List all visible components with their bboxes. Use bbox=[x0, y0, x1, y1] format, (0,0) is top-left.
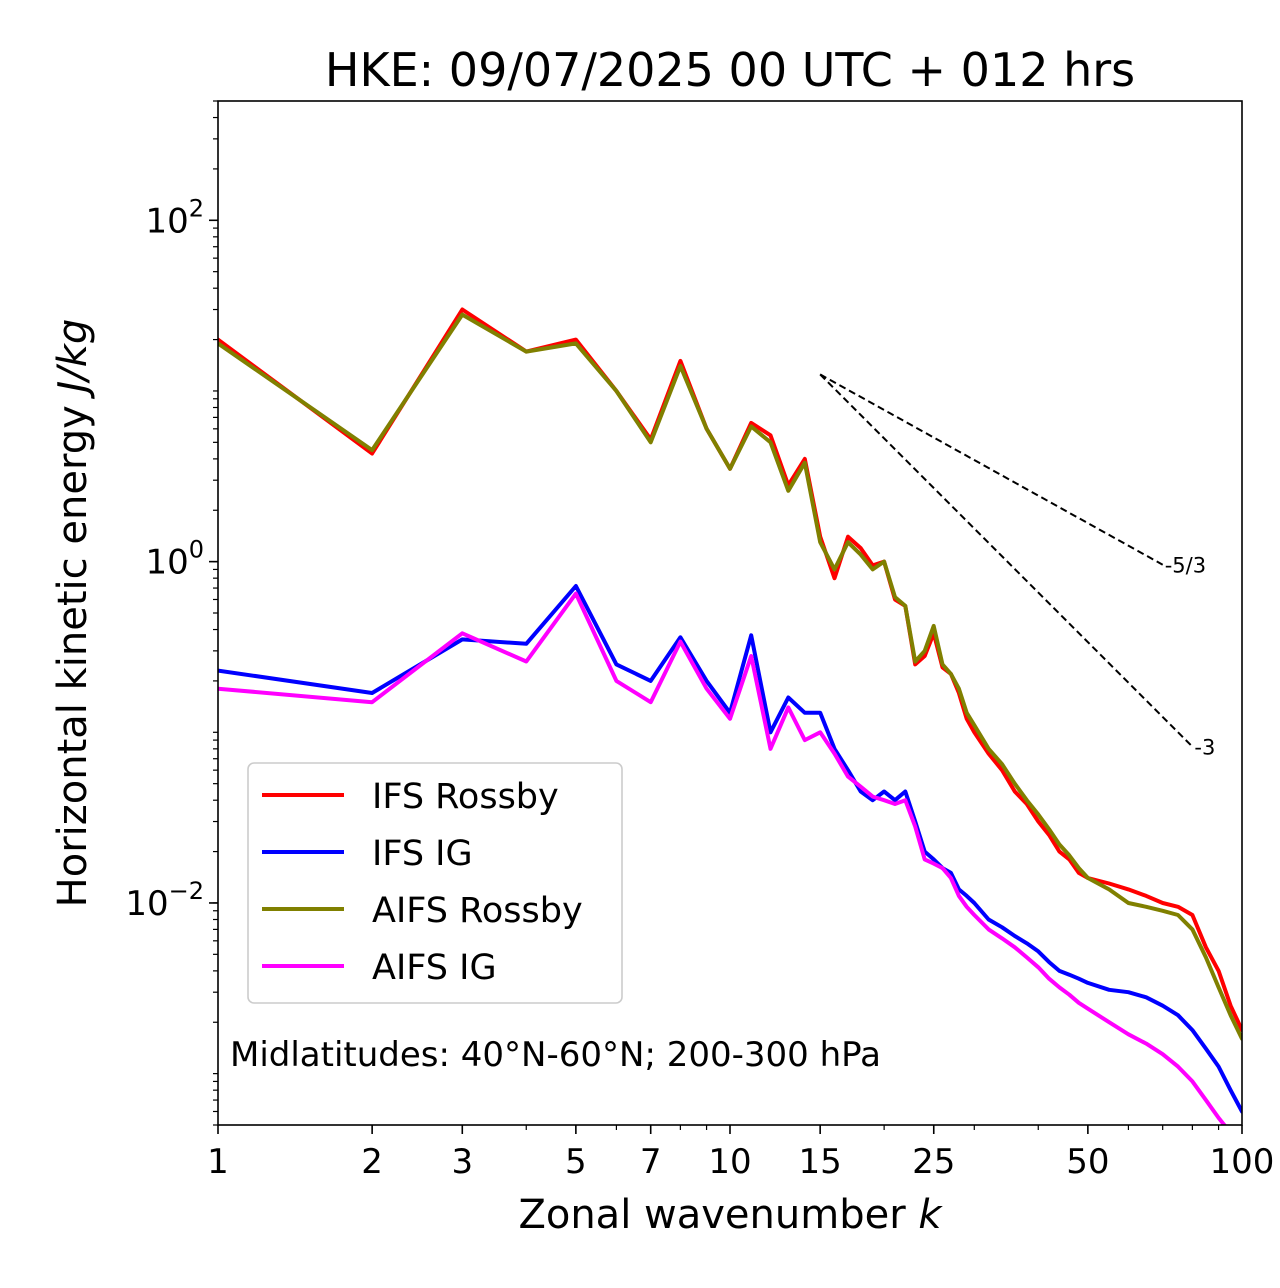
x-tick-label: 50 bbox=[1066, 1142, 1109, 1182]
x-tick-label: 15 bbox=[799, 1142, 842, 1182]
legend-label-4: AIFS IG bbox=[372, 948, 497, 988]
series-layer bbox=[218, 307, 1242, 1125]
x-tick-label: 10 bbox=[708, 1142, 751, 1182]
series-line-4 bbox=[218, 591, 1227, 1125]
reference-labels: -5/3 -3 bbox=[1165, 554, 1216, 760]
x-axis-label-text: Zonal wavenumber bbox=[518, 1192, 906, 1238]
x-tick-label: 25 bbox=[912, 1142, 955, 1182]
legend-label-1: IFS Rossby bbox=[372, 777, 559, 817]
legend-label-3: AIFS Rossby bbox=[372, 891, 583, 931]
reference-line-label-2: -3 bbox=[1194, 736, 1215, 760]
series-line-3 bbox=[218, 312, 1242, 1041]
x-tick-label: 5 bbox=[565, 1142, 587, 1182]
x-axis-label: Zonal wavenumber k bbox=[518, 1192, 943, 1238]
x-tick-label: 7 bbox=[640, 1142, 662, 1182]
y-tick-label: 100 bbox=[145, 536, 204, 583]
y-axis-minor-ticks bbox=[213, 100, 218, 1126]
legend-entries: IFS Rossby IFS IG AIFS Rossby AIFS IG bbox=[262, 777, 583, 988]
y-axis-label: Horizontal kinetic energy J/kg bbox=[50, 319, 96, 908]
x-tick-label: 1 bbox=[207, 1142, 229, 1182]
region-annotation: Midlatitudes: 40°N-60°N; 200-300 hPa bbox=[230, 1035, 881, 1075]
legend-label-2: IFS IG bbox=[372, 834, 473, 874]
x-axis-ticks: 1 2 3 5 7 10 15 25 50 100 bbox=[207, 1125, 1274, 1182]
x-tick-label: 3 bbox=[451, 1142, 473, 1182]
y-tick-label: 10−2 bbox=[125, 877, 204, 924]
x-tick-label: 2 bbox=[361, 1142, 383, 1182]
y-axis-ticks: 102 100 10−2 bbox=[125, 194, 218, 924]
reference-line-label-1: -5/3 bbox=[1165, 554, 1206, 578]
x-axis-minor-ticks bbox=[371, 1125, 1220, 1130]
y-axis-label-unit: J/kg bbox=[50, 319, 96, 400]
legend: IFS Rossby IFS IG AIFS Rossby AIFS IG bbox=[247, 762, 623, 1004]
x-axis-label-var: k bbox=[918, 1192, 943, 1238]
y-tick-label: 102 bbox=[145, 194, 204, 241]
x-tick-label: 100 bbox=[1210, 1142, 1275, 1182]
chart-title: HKE: 09/07/2025 00 UTC + 012 hrs bbox=[325, 43, 1135, 97]
y-axis-label-text: Horizontal kinetic energy bbox=[50, 405, 96, 907]
legend-box bbox=[247, 762, 623, 1004]
